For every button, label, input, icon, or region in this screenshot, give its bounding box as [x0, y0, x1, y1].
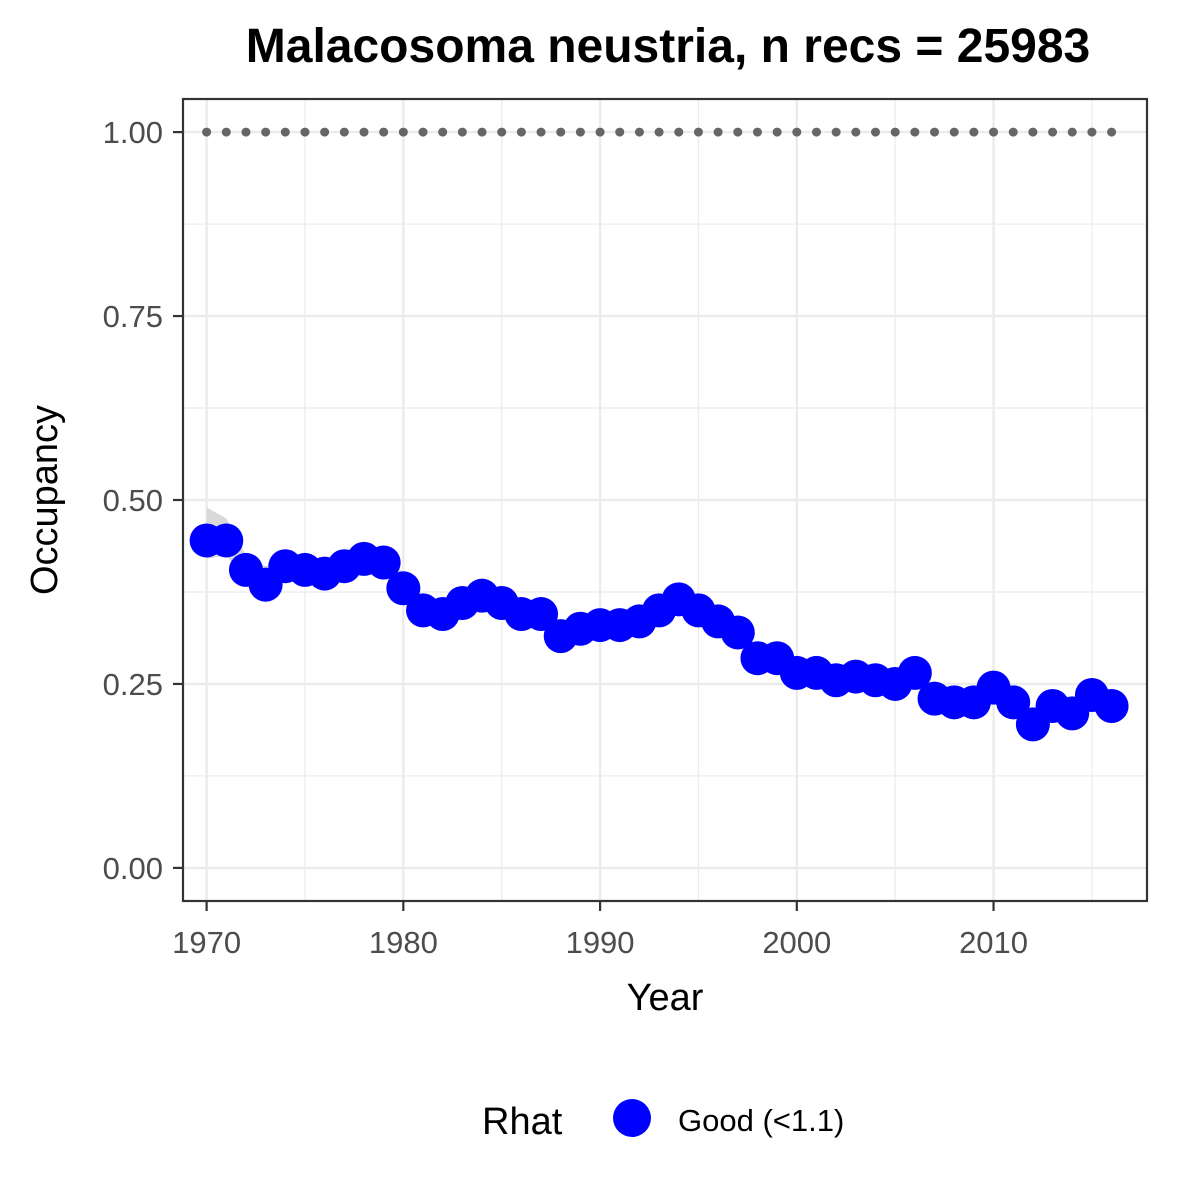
reference-line-dot [910, 127, 920, 137]
data-point [386, 571, 421, 606]
reference-line-dot [851, 127, 861, 137]
x-tick-label: 1970 [172, 925, 241, 960]
chart-title: Malacosoma neustria, n recs = 25983 [246, 20, 1090, 73]
x-tick-label: 1990 [566, 925, 635, 960]
reference-line-dot [792, 127, 802, 137]
data-point [897, 655, 932, 690]
x-tick-label: 2000 [762, 925, 831, 960]
y-axis-title: Occupancy [24, 405, 66, 595]
reference-line-dot [1067, 127, 1077, 137]
reference-line-dot [497, 127, 507, 137]
reference-line-dot [654, 127, 664, 137]
y-tick-label: 0.00 [103, 851, 163, 886]
legend-title: Rhat [482, 1101, 563, 1143]
reference-line-dot [438, 127, 448, 137]
legend-entry-label: Good (<1.1) [678, 1103, 844, 1138]
reference-line-dot [890, 127, 900, 137]
reference-line-dot [575, 127, 585, 137]
reference-line-dot [477, 127, 487, 137]
reference-line-layer [202, 127, 1117, 137]
reference-line-dot [733, 127, 743, 137]
reference-line-dot [693, 127, 703, 137]
reference-line-dot [320, 127, 330, 137]
reference-line-dot [772, 127, 782, 137]
data-point [1094, 689, 1129, 724]
reference-line-dot [221, 127, 231, 137]
x-axis-ticks: 1970 1980 1990 2000 2010 [172, 901, 1028, 960]
y-tick-label: 1.00 [103, 115, 163, 150]
reference-line-dot [752, 127, 762, 137]
reference-line-dot [261, 127, 271, 137]
reference-line-dot [989, 127, 999, 137]
reference-line-dot [300, 127, 310, 137]
y-tick-label: 0.25 [103, 667, 163, 702]
data-point [524, 597, 559, 632]
data-point [209, 523, 244, 558]
data-point [996, 685, 1031, 720]
reference-line-dot [379, 127, 389, 137]
reference-line-dot [339, 127, 349, 137]
reference-line-dot [1008, 127, 1018, 137]
reference-line-dot [359, 127, 369, 137]
reference-line-dot [634, 127, 644, 137]
reference-line-dot [280, 127, 290, 137]
reference-line-dot [871, 127, 881, 137]
reference-line-dot [418, 127, 428, 137]
y-axis-ticks: 0.00 0.25 0.50 0.75 1.00 [103, 115, 183, 886]
reference-line-dot [949, 127, 959, 137]
reference-line-dot [831, 127, 841, 137]
reference-line-dot [1107, 127, 1117, 137]
reference-line-dot [1087, 127, 1097, 137]
reference-line-dot [457, 127, 467, 137]
x-axis-title: Year [627, 977, 704, 1019]
reference-line-dot [202, 127, 212, 137]
reference-line-dot [398, 127, 408, 137]
legend-key-circle [613, 1099, 651, 1137]
reference-line-dot [1048, 127, 1058, 137]
grid-lines [183, 99, 1147, 901]
reference-line-dot [713, 127, 723, 137]
x-tick-label: 1980 [369, 925, 438, 960]
data-point [720, 615, 755, 650]
reference-line-dot [1028, 127, 1038, 137]
reference-line-dot [615, 127, 625, 137]
reference-line-dot [536, 127, 546, 137]
y-tick-label: 0.50 [103, 483, 163, 518]
x-tick-label: 2010 [959, 925, 1028, 960]
data-points-layer [189, 523, 1129, 742]
reference-line-dot [930, 127, 940, 137]
reference-line-dot [556, 127, 566, 137]
data-point [366, 545, 401, 580]
y-tick-label: 0.75 [103, 299, 163, 334]
reference-line-dot [811, 127, 821, 137]
reference-line-dot [969, 127, 979, 137]
reference-line-dot [595, 127, 605, 137]
reference-line-dot [674, 127, 684, 137]
legend: Rhat Good (<1.1) [482, 1099, 844, 1143]
reference-line-dot [241, 127, 251, 137]
reference-line-dot [516, 127, 526, 137]
